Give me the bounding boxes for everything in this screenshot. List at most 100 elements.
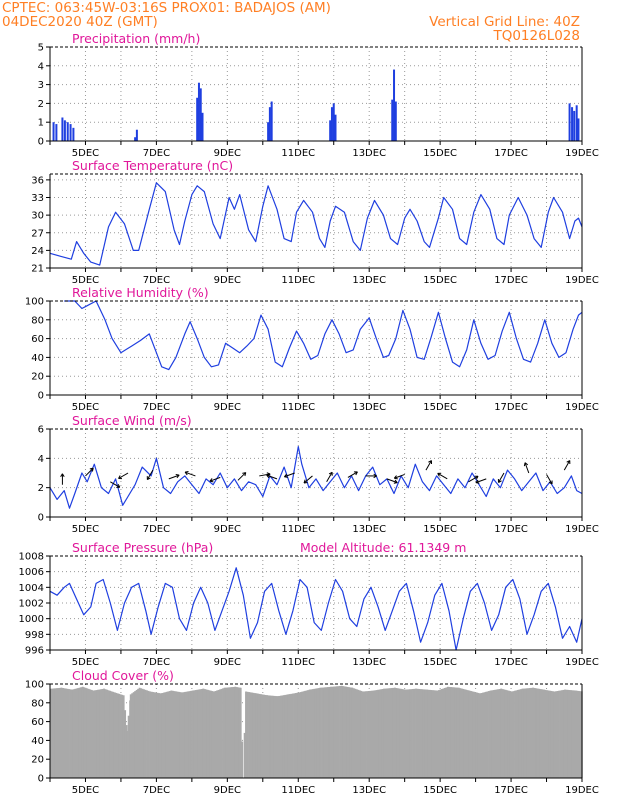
precip-bar <box>330 107 333 141</box>
y-tick-label: 1004 <box>19 583 44 594</box>
cloud-column <box>442 688 445 778</box>
cloud-column <box>352 688 355 778</box>
cloud-column <box>92 690 95 778</box>
cloud-column <box>228 687 231 778</box>
cloud-column <box>132 692 135 778</box>
cloud-column <box>579 691 582 778</box>
precip-bar <box>55 124 58 141</box>
cloud-column <box>149 691 152 778</box>
y-tick-label: 0 <box>38 774 44 785</box>
wind-vector <box>184 471 196 477</box>
cloud-column <box>342 686 345 778</box>
cloud-column <box>483 692 486 778</box>
cloud-column <box>317 688 320 778</box>
x-tick-label: 11DEC <box>281 148 315 159</box>
cloud-column <box>172 690 174 778</box>
y-tick-label: 20 <box>31 755 44 766</box>
cloud-column <box>372 690 375 778</box>
cloud-column <box>232 686 235 778</box>
cloud-column <box>217 689 220 778</box>
cloud-column <box>249 692 252 778</box>
wind-vector <box>237 472 247 481</box>
cloud-column <box>143 689 145 778</box>
cloud-column <box>337 686 340 778</box>
cloud-column <box>116 693 119 778</box>
precip-bar <box>196 97 199 141</box>
cloud-column <box>57 688 60 778</box>
cloud-column <box>243 732 246 778</box>
cloud-column <box>421 689 424 778</box>
cloud-column <box>343 686 346 778</box>
y-tick-label: 0 <box>38 513 44 524</box>
cloud-column <box>492 690 495 778</box>
x-tick-label: 17DEC <box>494 785 528 796</box>
cloud-column <box>112 691 114 778</box>
cloud-column <box>298 692 301 778</box>
cloud-column <box>245 691 247 778</box>
y-tick-label: 2 <box>38 99 44 110</box>
y-tick-label: 33 <box>31 193 44 204</box>
cloud-column <box>135 689 138 778</box>
cloud-column <box>252 692 255 778</box>
cloud-column <box>469 690 472 778</box>
cloud-column <box>334 686 337 778</box>
series-line-rh <box>64 300 583 371</box>
wind-vector <box>209 476 221 482</box>
cloud-column <box>150 691 153 778</box>
cloud-column <box>94 690 96 778</box>
cloud-column <box>170 690 173 778</box>
cloud-column <box>293 693 296 778</box>
cloud-column <box>310 689 313 778</box>
cloud-column <box>497 689 500 778</box>
wind-vector <box>524 462 530 474</box>
cloud-column <box>199 689 202 778</box>
y-tick-label: 0 <box>38 137 44 148</box>
x-tick-label: 11DEC <box>281 524 315 535</box>
cloud-column <box>545 690 548 778</box>
cloud-column <box>87 688 90 778</box>
x-tick-label: 11DEC <box>281 785 315 796</box>
precip-bar <box>334 114 337 141</box>
cloud-column <box>162 692 165 778</box>
wind-vector <box>386 478 398 484</box>
wind-vector <box>118 472 129 479</box>
precip-bar <box>568 103 571 141</box>
y-tick-label: 60 <box>31 334 44 345</box>
cloud-column <box>173 691 176 778</box>
cloud-column <box>113 692 116 778</box>
panel-title: Surface Pressure (hPa) <box>72 540 213 555</box>
wind-vector-head <box>303 479 306 484</box>
cloud-column <box>164 692 167 778</box>
panel-pressure: 5DEC 7DEC 9DEC 11DEC 13DEC 15DEC 17DEC 19DEC 996… <box>19 540 599 668</box>
y-tick-label: 4 <box>38 454 44 465</box>
cloud-column <box>246 691 249 778</box>
cloud-column <box>536 688 539 778</box>
y-tick-label: 100 <box>25 297 44 308</box>
wind-vector-head <box>428 460 432 463</box>
cloud-column <box>185 691 188 778</box>
cloud-column <box>488 691 490 778</box>
x-tick-label: 15DEC <box>423 785 457 796</box>
cloud-column <box>456 687 458 778</box>
cloud-column <box>535 688 538 778</box>
cloud-column <box>60 687 63 778</box>
x-tick-label: 19DEC <box>565 657 599 668</box>
cloud-column <box>295 693 297 778</box>
x-tick-label: 11DEC <box>281 402 315 413</box>
cloud-column <box>454 687 457 778</box>
cloud-column <box>407 689 410 778</box>
y-tick-label: 100 <box>25 680 44 691</box>
cloud-column <box>138 687 141 778</box>
cloud-column <box>465 689 468 778</box>
cloud-column <box>374 690 377 778</box>
cloud-column <box>523 688 526 778</box>
cloud-column <box>141 688 144 778</box>
y-tick-label: 1002 <box>19 599 44 610</box>
cloud-column <box>389 688 392 778</box>
cloud-column <box>511 691 513 778</box>
cloud-column <box>292 693 294 778</box>
cloud-column <box>387 688 390 778</box>
panel-title: Surface Temperature (nC) <box>72 158 233 173</box>
wind-vector-head <box>373 475 377 479</box>
x-tick-label: 13DEC <box>352 785 386 796</box>
